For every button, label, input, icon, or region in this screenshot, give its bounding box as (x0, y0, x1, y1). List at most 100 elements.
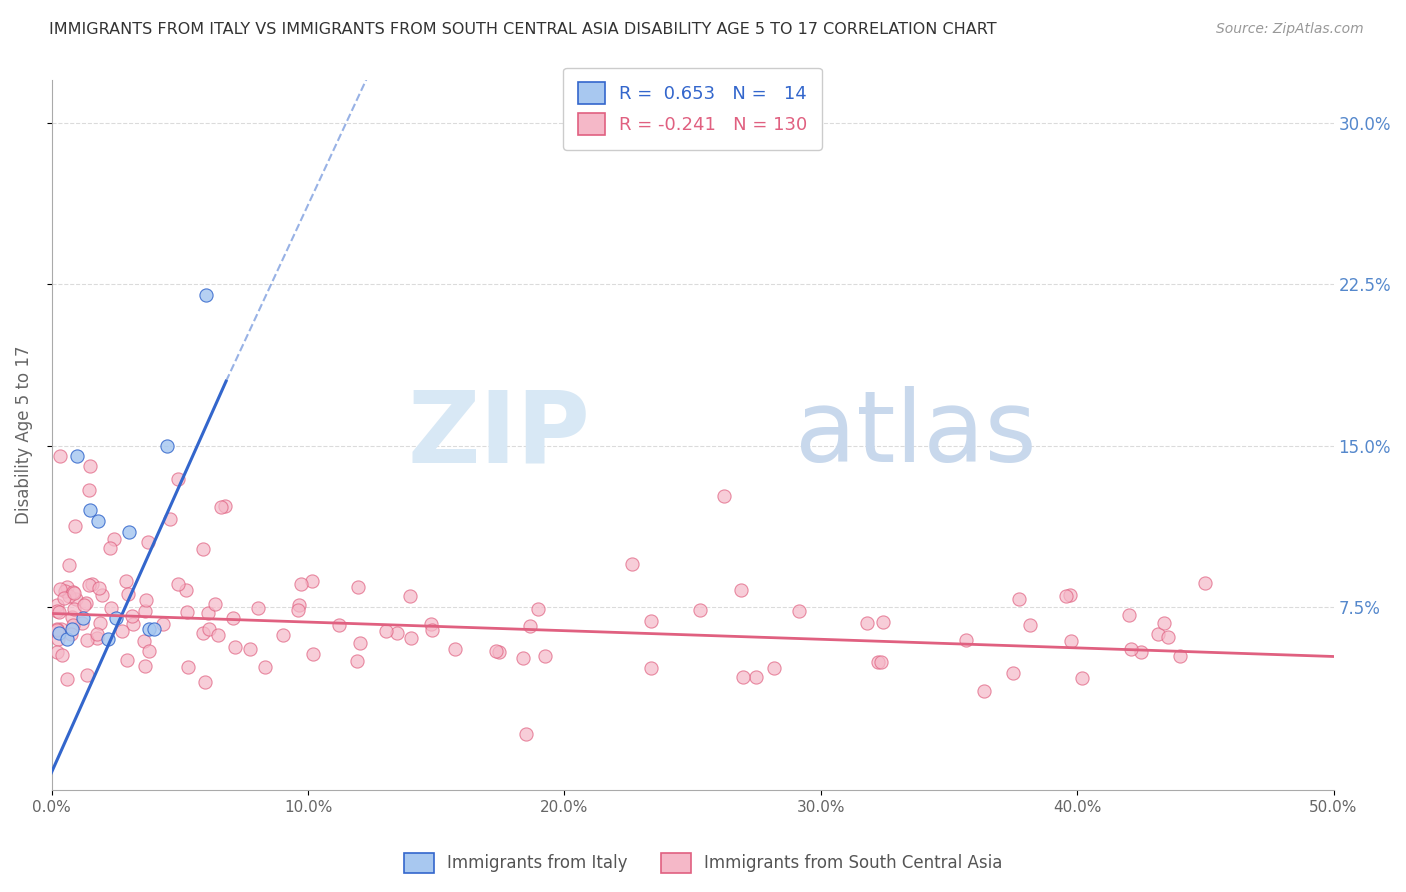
Point (51, 622, 73, 636)
Point (111, 624, 134, 639)
Point (640, 661, 662, 675)
Point (214, 499, 236, 513)
Point (194, 288, 217, 302)
Point (253, 660, 276, 674)
Point (787, 604, 810, 618)
Point (86, 631, 108, 645)
Legend: R =  0.653   N =   14, R = -0.241   N = 130: R = 0.653 N = 14, R = -0.241 N = 130 (564, 68, 823, 150)
Point (1054, 590, 1077, 604)
Point (86, 627, 108, 641)
Point (45, 645, 67, 659)
Point (209, 500, 232, 514)
Point (1170, 649, 1192, 664)
Point (60, 609, 83, 624)
Point (104, 611, 127, 625)
Point (1118, 607, 1140, 622)
Point (176, 660, 198, 674)
Point (134, 658, 156, 673)
Point (485, 644, 508, 658)
Point (420, 623, 443, 637)
Point (290, 577, 312, 591)
Point (51, 648, 73, 662)
Point (730, 583, 752, 598)
Point (221, 610, 243, 624)
Point (207, 628, 229, 642)
Point (134, 604, 156, 618)
Point (97, 632, 120, 647)
Point (731, 670, 754, 684)
Point (48, 582, 70, 597)
Point (59, 627, 82, 641)
Point (75, 596, 97, 610)
Point (114, 574, 136, 588)
Text: atlas: atlas (796, 386, 1036, 483)
Point (527, 602, 550, 616)
Point (76, 633, 98, 648)
Point (62, 585, 84, 599)
Point (138, 644, 160, 658)
Point (48, 450, 70, 464)
Legend: Immigrants from Italy, Immigrants from South Central Asia: Immigrants from Italy, Immigrants from S… (396, 847, 1010, 880)
Point (79, 458, 101, 473)
Point (58, 558, 80, 573)
Point (66, 450, 89, 464)
Point (117, 587, 139, 601)
Text: IMMIGRANTS FROM ITALY VS IMMIGRANTS FROM SOUTH CENTRAL ASIA DISABILITY AGE 5 TO : IMMIGRANTS FROM ITALY VS IMMIGRANTS FROM… (49, 22, 997, 37)
Point (56, 580, 79, 594)
Point (121, 608, 143, 623)
Point (89, 616, 111, 631)
Point (136, 535, 159, 549)
Text: Source: ZipAtlas.com: Source: ZipAtlas.com (1216, 22, 1364, 37)
Point (53, 591, 76, 605)
Point (763, 661, 786, 675)
Point (56, 632, 79, 647)
Point (1060, 633, 1083, 648)
Point (167, 472, 190, 486)
Point (868, 655, 890, 669)
Point (1018, 618, 1040, 632)
Text: ZIP: ZIP (408, 386, 591, 483)
Point (53, 583, 76, 598)
Point (152, 617, 174, 632)
Point (239, 641, 262, 656)
Point (176, 605, 198, 619)
Point (512, 651, 534, 665)
Point (872, 615, 894, 630)
Point (745, 670, 768, 684)
Point (45, 623, 67, 637)
Point (1129, 645, 1152, 659)
Point (77, 578, 100, 592)
Point (48, 605, 70, 619)
Point (302, 647, 325, 661)
Point (288, 598, 311, 612)
Point (45, 622, 67, 636)
Point (1070, 671, 1092, 685)
Point (63, 519, 86, 533)
Point (46, 632, 69, 646)
Point (193, 626, 215, 640)
Point (87, 514, 110, 528)
Y-axis label: Disability Age 5 to 17: Disability Age 5 to 17 (15, 346, 32, 524)
Point (224, 640, 246, 655)
Point (166, 577, 188, 591)
Point (79, 503, 101, 517)
Point (122, 617, 145, 632)
Point (48, 625, 70, 640)
Point (191, 542, 214, 557)
Point (103, 532, 125, 546)
Point (287, 603, 309, 617)
Point (640, 614, 662, 628)
Point (713, 489, 735, 503)
Point (56, 673, 79, 687)
Point (533, 649, 555, 664)
Point (1007, 592, 1029, 607)
Point (45, 604, 67, 618)
Point (246, 601, 269, 615)
Point (621, 558, 644, 572)
Point (91, 588, 114, 602)
Point (63, 586, 86, 600)
Point (374, 624, 396, 639)
Point (443, 642, 465, 657)
Point (65, 592, 87, 607)
Point (60, 622, 83, 636)
